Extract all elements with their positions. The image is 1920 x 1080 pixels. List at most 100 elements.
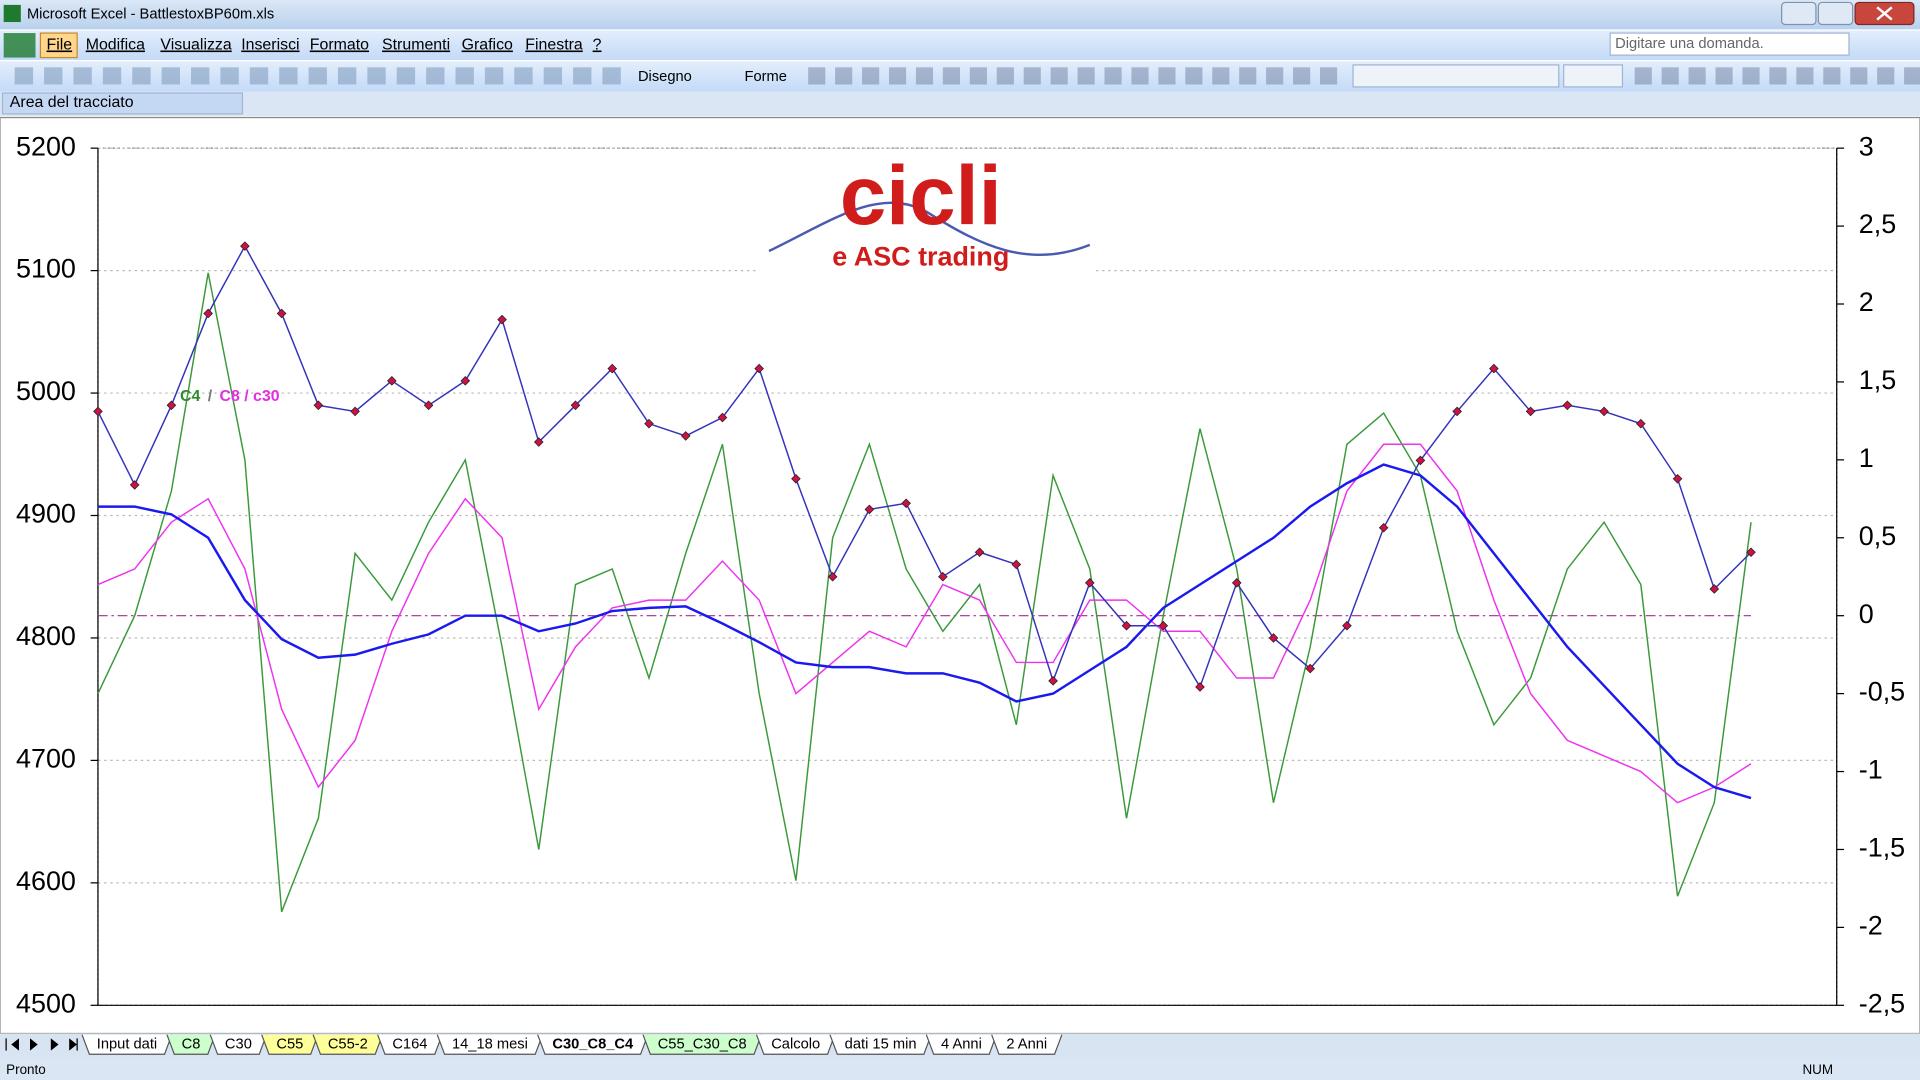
sheet-tab[interactable]: C8 — [166, 1034, 216, 1055]
tool-icon[interactable] — [1904, 67, 1920, 85]
tool-icon[interactable] — [1769, 67, 1787, 85]
menu-item[interactable]: Formato — [310, 37, 369, 54]
menu-item[interactable]: Modifica — [86, 37, 145, 54]
tool-icon[interactable] — [337, 67, 357, 85]
menu-item[interactable]: Inserisci — [241, 37, 299, 54]
tool-icon[interactable] — [367, 67, 386, 85]
tool-icon[interactable] — [1023, 67, 1041, 85]
draw-menu[interactable]: Disegno — [638, 69, 692, 85]
tool-icon[interactable] — [543, 67, 563, 85]
tool-icon[interactable] — [44, 67, 63, 85]
sheet-tab[interactable]: C55-2 — [312, 1034, 384, 1055]
menu-item[interactable]: File — [47, 37, 73, 54]
sheet-tab[interactable]: C55_C30_C8 — [642, 1034, 762, 1055]
tool-icon[interactable] — [1104, 67, 1122, 85]
tool-icon[interactable] — [996, 67, 1014, 85]
tool-icon[interactable] — [308, 67, 327, 85]
sheet-tab[interactable]: Calcolo — [755, 1034, 836, 1055]
size-box[interactable] — [1563, 64, 1624, 88]
tool-icon[interactable] — [132, 67, 151, 85]
tool-icon[interactable] — [220, 67, 239, 85]
tool-icon[interactable] — [73, 67, 92, 85]
tool-icon[interactable] — [1661, 67, 1679, 85]
sheet-tab[interactable]: 4 Anni — [925, 1034, 998, 1055]
tab-shape — [537, 1034, 649, 1055]
tool-icon[interactable] — [1877, 67, 1895, 85]
sheet-tab[interactable]: 14_18 mesi — [436, 1034, 544, 1055]
tool-icon[interactable] — [1077, 67, 1095, 85]
tool-icon[interactable] — [602, 67, 621, 85]
name-box[interactable] — [1, 92, 244, 115]
tool-icon[interactable] — [808, 67, 826, 85]
tool-icon[interactable] — [161, 67, 180, 85]
series-line — [97, 272, 1752, 913]
tool-icon[interactable] — [1212, 67, 1230, 85]
tool-icon[interactable] — [1185, 67, 1203, 85]
status-bar — [0, 1057, 1920, 1080]
tool-icon[interactable] — [1715, 67, 1733, 85]
tool-icon[interactable] — [1823, 67, 1841, 85]
tool-icon[interactable] — [888, 67, 907, 85]
menu-item[interactable]: ? — [593, 37, 602, 54]
restore-button[interactable] — [1817, 1, 1854, 26]
y2-tick-label: -0,5 — [1859, 677, 1905, 707]
y-tick-label: 4700 — [16, 744, 76, 774]
window-title: Microsoft Excel - BattlestoxBP60m.xls — [27, 7, 274, 23]
tool-icon[interactable] — [1320, 67, 1338, 85]
help-box[interactable] — [1609, 32, 1850, 56]
sheet-tab[interactable]: C30 — [209, 1034, 268, 1055]
minimize-button[interactable] — [1781, 1, 1817, 26]
tab-shape — [991, 1034, 1063, 1055]
tool-icon[interactable] — [191, 67, 210, 85]
tool-icon[interactable] — [14, 67, 34, 85]
tool-icon[interactable] — [1050, 67, 1068, 85]
tool-icon[interactable] — [915, 67, 934, 85]
tool-icon[interactable] — [1239, 67, 1257, 85]
logo-title: cicli — [840, 149, 1002, 242]
tool-icon[interactable] — [426, 67, 445, 85]
tool-icon[interactable] — [249, 67, 269, 85]
sheet-tab[interactable]: dati 15 min — [829, 1034, 932, 1055]
tab-shape — [436, 1034, 544, 1055]
tool-icon[interactable] — [1688, 67, 1706, 85]
tool-icon[interactable] — [279, 67, 298, 85]
price-marker — [1562, 400, 1573, 411]
tool-icon[interactable] — [942, 67, 960, 85]
tool-icon[interactable] — [862, 67, 880, 85]
tool-icon[interactable] — [396, 67, 416, 85]
tool-icon[interactable] — [835, 67, 853, 85]
tool-icon[interactable] — [1850, 67, 1868, 85]
sheet-tab[interactable]: 2 Anni — [991, 1034, 1063, 1055]
logo-curve — [768, 201, 1091, 257]
sheet-tab[interactable]: C164 — [377, 1034, 443, 1055]
font-box[interactable] — [1352, 64, 1560, 88]
price-marker — [644, 418, 654, 429]
tool-icon[interactable] — [484, 67, 504, 85]
price-marker — [827, 571, 838, 582]
menu-item[interactable]: Grafico — [462, 37, 513, 54]
tool-icon[interactable] — [514, 67, 533, 85]
sheet-tab[interactable]: C30_C8_C4 — [537, 1034, 649, 1055]
tool-icon[interactable] — [455, 67, 474, 85]
tool-icon[interactable] — [1131, 67, 1149, 85]
sheet-tab[interactable]: C55 — [261, 1034, 319, 1055]
tool-icon[interactable] — [1634, 67, 1652, 85]
tool-icon[interactable] — [102, 67, 122, 85]
price-marker — [1195, 682, 1205, 692]
menu-item[interactable]: Strumenti — [382, 37, 450, 54]
tool-icon[interactable] — [969, 67, 987, 85]
menu-item[interactable]: Visualizza — [160, 37, 231, 54]
y-tick-label: 4600 — [16, 866, 76, 896]
tool-icon[interactable] — [1293, 67, 1311, 85]
tab-nav[interactable] — [5, 1038, 78, 1051]
tool-icon[interactable] — [1266, 67, 1284, 85]
sheet-tab[interactable]: Input dati — [81, 1034, 173, 1055]
tool-icon[interactable] — [1796, 67, 1814, 85]
shapes-menu[interactable]: Forme — [744, 69, 786, 85]
menu-item[interactable]: Finestra — [525, 37, 583, 54]
price-marker — [1011, 559, 1022, 570]
tool-icon[interactable] — [573, 67, 592, 85]
price-marker — [680, 431, 691, 441]
tool-icon[interactable] — [1158, 67, 1176, 85]
tool-icon[interactable] — [1742, 67, 1760, 85]
